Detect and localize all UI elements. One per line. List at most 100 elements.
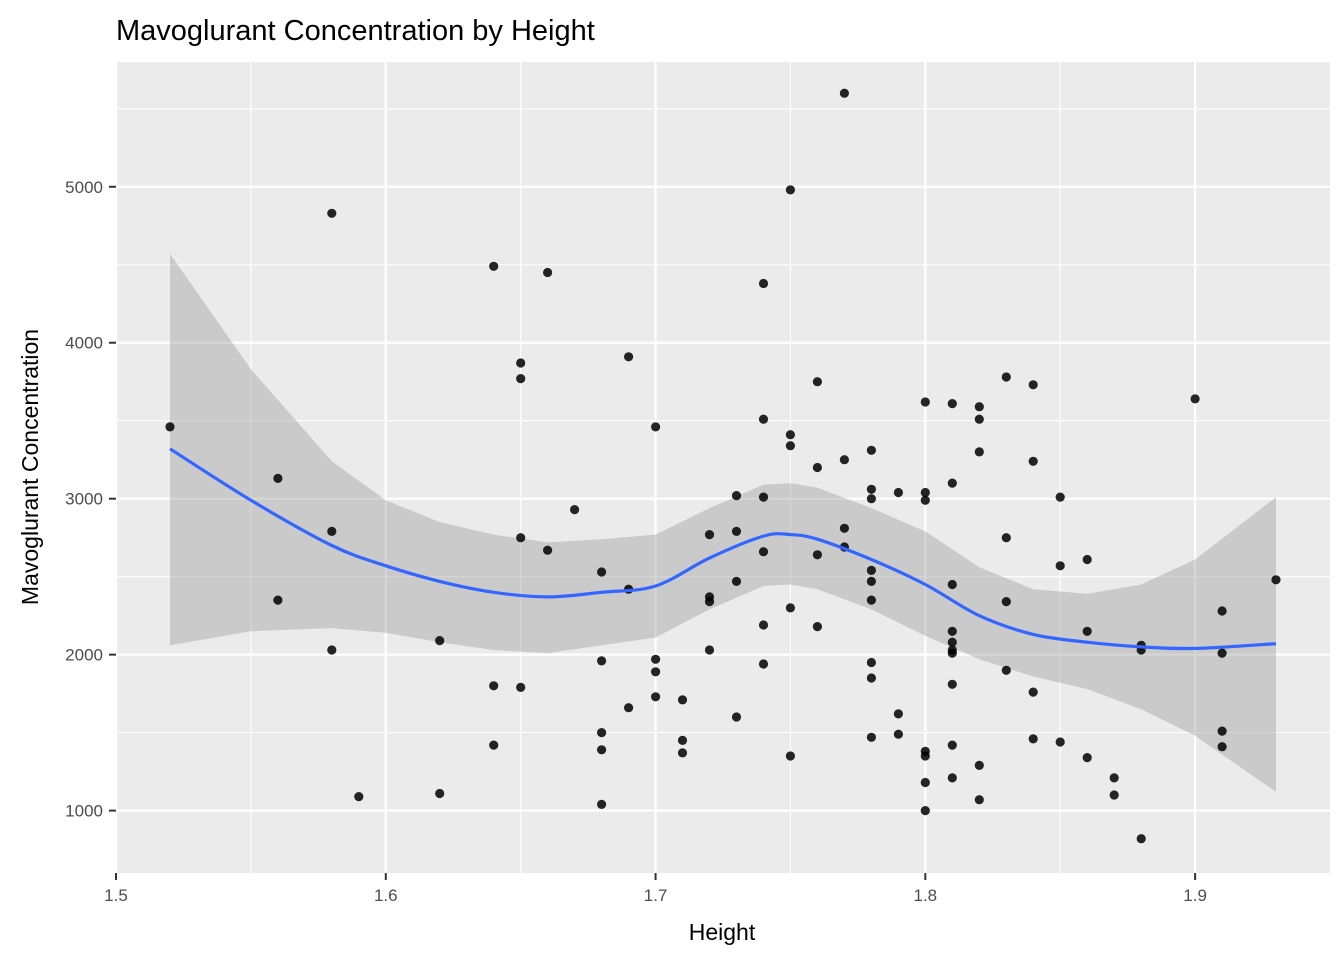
data-point: [974, 760, 984, 771]
data-point: [327, 526, 337, 537]
data-point: [920, 397, 930, 407]
data-point: [758, 620, 769, 630]
data-point: [1001, 372, 1011, 382]
data-point: [785, 751, 796, 761]
data-point: [893, 487, 904, 498]
data-point: [1028, 380, 1038, 390]
y-tick-label: 1000: [65, 802, 103, 821]
y-axis-ticks: 1000 2000 3000 4000 5000: [65, 178, 116, 821]
data-point: [327, 645, 337, 655]
data-point: [435, 636, 445, 646]
y-tick-label: 2000: [65, 646, 103, 665]
data-point: [435, 788, 445, 799]
data-point: [597, 728, 607, 738]
data-point: [947, 626, 957, 636]
data-point: [839, 523, 850, 533]
data-point: [920, 777, 930, 788]
data-point: [1001, 597, 1011, 607]
data-point: [1055, 492, 1065, 502]
x-tick-label: 1.5: [104, 886, 128, 905]
data-point: [785, 441, 796, 451]
data-point: [920, 495, 930, 505]
data-point: [677, 695, 688, 705]
chart-title: Mavoglurant Concentration by Height: [116, 15, 595, 47]
data-point: [543, 267, 553, 278]
data-point: [1190, 394, 1200, 404]
data-point: [812, 622, 823, 632]
data-point: [947, 679, 957, 689]
data-point: [731, 712, 742, 722]
data-point: [624, 352, 634, 362]
data-point: [1217, 726, 1227, 736]
y-axis-title: Mavoglurant Concentration: [17, 329, 43, 605]
data-point: [920, 487, 930, 498]
data-point: [651, 692, 661, 702]
x-tick-label: 1.7: [644, 886, 668, 905]
data-point: [812, 377, 823, 387]
data-point: [866, 445, 877, 455]
data-point: [1136, 834, 1146, 844]
x-axis-title: Height: [689, 919, 756, 945]
data-point: [516, 358, 526, 368]
data-point: [354, 792, 364, 802]
data-point: [651, 667, 661, 677]
data-point: [1001, 533, 1011, 543]
data-point: [785, 430, 796, 440]
data-point: [947, 740, 957, 750]
data-point: [1055, 561, 1065, 571]
data-point: [489, 261, 499, 271]
data-point: [758, 547, 769, 557]
data-point: [974, 447, 984, 457]
data-point: [812, 550, 823, 560]
data-point: [677, 735, 688, 746]
data-point: [1082, 753, 1092, 763]
data-point: [1028, 687, 1038, 697]
y-tick-label: 5000: [65, 178, 103, 197]
data-point: [731, 491, 742, 501]
plot-panel: [116, 62, 1330, 873]
data-point: [516, 374, 526, 384]
data-point: [489, 681, 499, 691]
data-point: [947, 648, 957, 658]
data-point: [597, 656, 607, 666]
data-point: [758, 492, 769, 502]
data-point: [1271, 575, 1281, 585]
data-point: [947, 773, 957, 783]
data-point: [866, 673, 877, 683]
data-point: [651, 654, 661, 664]
data-point: [920, 751, 930, 761]
data-point: [327, 208, 337, 218]
data-point: [785, 185, 796, 195]
data-point: [947, 579, 957, 590]
data-point: [866, 595, 877, 605]
data-point: [920, 806, 930, 816]
smooth-fit-line: [169, 447, 1277, 651]
data-point: [624, 703, 634, 713]
major-gridlines: [114, 62, 1330, 873]
data-point: [839, 88, 850, 98]
data-point: [516, 533, 526, 543]
data-point: [1028, 456, 1038, 466]
data-point: [866, 732, 877, 742]
data-point: [1001, 665, 1011, 675]
data-point: [516, 682, 526, 693]
data-point: [704, 645, 715, 655]
data-point: [758, 659, 769, 669]
data-point: [1082, 626, 1092, 636]
data-point: [1082, 554, 1092, 565]
data-point: [597, 567, 607, 577]
data-point: [866, 565, 877, 576]
data-point: [866, 484, 877, 494]
data-point: [758, 414, 769, 424]
data-point: [974, 795, 984, 805]
data-point: [489, 740, 499, 750]
data-point: [704, 530, 715, 540]
data-point: [1028, 734, 1038, 744]
data-point: [1109, 790, 1119, 800]
data-point: [1217, 742, 1227, 752]
data-point: [651, 422, 661, 432]
data-point: [165, 422, 175, 432]
data-point: [1055, 737, 1065, 747]
data-point: [273, 473, 283, 483]
x-tick-label: 1.8: [914, 886, 938, 905]
